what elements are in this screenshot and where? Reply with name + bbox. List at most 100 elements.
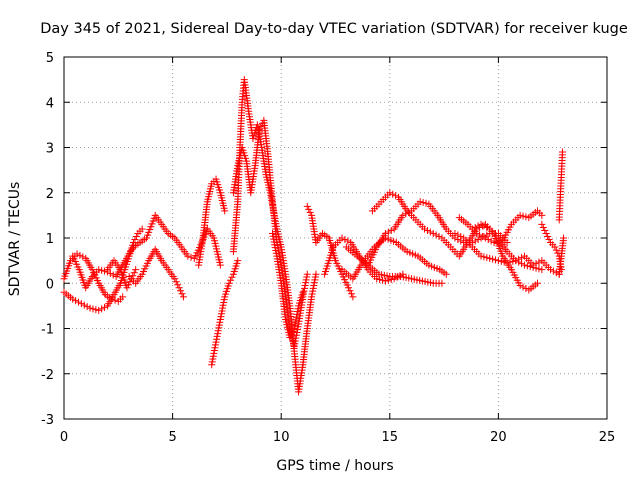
data-point-marker bbox=[345, 284, 353, 292]
x-tick-label: 10 bbox=[273, 430, 290, 445]
data-point-marker bbox=[486, 254, 494, 262]
data-point-marker bbox=[171, 275, 179, 283]
data-point-marker bbox=[299, 288, 307, 296]
data-point-marker bbox=[533, 279, 541, 287]
data-point-marker bbox=[228, 273, 236, 281]
data-point-marker bbox=[519, 283, 527, 291]
data-point-marker bbox=[221, 207, 229, 215]
data-point-marker bbox=[416, 198, 424, 206]
x-tick-label: 25 bbox=[599, 430, 616, 445]
data-point-marker bbox=[451, 229, 459, 237]
data-point-marker bbox=[305, 205, 313, 213]
data-point-marker bbox=[542, 229, 550, 237]
data-point-marker bbox=[373, 275, 381, 283]
data-point-marker bbox=[503, 259, 511, 267]
data-point-marker bbox=[86, 304, 94, 312]
y-tick-label: 4 bbox=[46, 96, 54, 111]
data-point-marker bbox=[435, 232, 443, 240]
data-point-marker bbox=[426, 228, 434, 236]
data-point-marker bbox=[74, 298, 82, 306]
data-point-marker bbox=[381, 229, 389, 237]
data-point-marker bbox=[89, 305, 97, 313]
data-point-marker bbox=[225, 279, 233, 287]
data-point-marker bbox=[480, 222, 488, 230]
data-point-marker bbox=[532, 260, 540, 268]
data-point-marker bbox=[471, 237, 479, 245]
series-track-10 bbox=[303, 202, 357, 301]
data-point-marker bbox=[539, 223, 547, 231]
data-point-marker bbox=[492, 256, 500, 264]
data-point-marker bbox=[184, 252, 192, 260]
data-point-marker bbox=[384, 228, 392, 236]
data-point-marker bbox=[515, 255, 523, 263]
data-point-marker bbox=[478, 232, 486, 240]
data-point-marker bbox=[73, 250, 81, 258]
data-point-marker bbox=[432, 231, 440, 239]
series-track-16 bbox=[451, 229, 546, 274]
data-point-marker bbox=[483, 254, 491, 262]
series-track-6 bbox=[208, 257, 242, 369]
x-tick-label: 0 bbox=[60, 430, 68, 445]
data-point-marker bbox=[477, 220, 485, 228]
data-point-marker bbox=[526, 263, 534, 271]
data-point-marker bbox=[132, 266, 140, 274]
data-point-marker bbox=[381, 277, 389, 285]
data-point-marker bbox=[522, 213, 530, 221]
data-point-marker bbox=[477, 252, 485, 260]
data-point-marker bbox=[419, 199, 427, 207]
data-point-marker bbox=[255, 125, 263, 133]
data-point-marker bbox=[481, 234, 489, 242]
data-point-marker bbox=[489, 255, 497, 263]
data-point-marker bbox=[227, 276, 235, 284]
y-tick-label: 1 bbox=[46, 232, 54, 247]
data-point-marker bbox=[518, 260, 526, 268]
data-point-marker bbox=[454, 231, 462, 239]
data-point-marker bbox=[303, 202, 311, 210]
data-point-marker bbox=[98, 305, 106, 313]
x-tick-label: 15 bbox=[382, 430, 399, 445]
y-axis-label: SDTVAR / TECUs bbox=[7, 182, 23, 297]
data-point-marker bbox=[138, 225, 146, 233]
data-point-marker bbox=[529, 261, 537, 269]
data-point-marker bbox=[126, 278, 134, 286]
series-track-13 bbox=[338, 234, 450, 283]
data-point-marker bbox=[473, 229, 481, 237]
data-point-marker bbox=[480, 253, 488, 261]
y-tick-label: 5 bbox=[46, 51, 54, 66]
data-point-marker bbox=[101, 267, 109, 275]
data-point-marker bbox=[346, 287, 354, 295]
data-point-marker bbox=[535, 265, 543, 273]
data-point-marker bbox=[558, 148, 566, 156]
data-point-marker bbox=[399, 211, 407, 219]
data-point-marker bbox=[560, 234, 568, 242]
data-point-marker bbox=[494, 257, 502, 265]
data-point-marker bbox=[490, 239, 498, 247]
data-point-marker bbox=[80, 301, 88, 309]
series-track-7 bbox=[229, 76, 320, 396]
data-point-marker bbox=[344, 237, 352, 245]
data-point-marker bbox=[92, 306, 100, 314]
data-point-marker bbox=[538, 211, 546, 219]
data-point-marker bbox=[392, 192, 400, 200]
chart-title: Day 345 of 2021, Sidereal Day-to-day VTE… bbox=[40, 21, 628, 37]
x-tick-label: 5 bbox=[168, 430, 176, 445]
tick-layer: 0 5 10 15 20 25 -3 -2 -1 0 1 2 3 4 5 bbox=[41, 51, 615, 445]
data-point-marker bbox=[429, 229, 437, 237]
y-tick-label: -1 bbox=[41, 323, 54, 338]
series-track-18 bbox=[468, 220, 563, 278]
data-points-layer bbox=[60, 76, 568, 396]
data-point-marker bbox=[438, 279, 446, 287]
data-point-marker bbox=[77, 300, 85, 308]
y-tick-label: -3 bbox=[41, 413, 54, 428]
data-point-marker bbox=[257, 122, 265, 130]
data-point-marker bbox=[130, 269, 138, 277]
data-point-marker bbox=[172, 278, 180, 286]
data-point-marker bbox=[178, 290, 186, 298]
data-point-marker bbox=[347, 290, 355, 298]
data-point-marker bbox=[98, 266, 106, 274]
data-point-marker bbox=[289, 328, 297, 336]
data-point-marker bbox=[287, 331, 295, 339]
data-point-marker bbox=[552, 246, 560, 254]
data-point-marker bbox=[384, 276, 392, 284]
